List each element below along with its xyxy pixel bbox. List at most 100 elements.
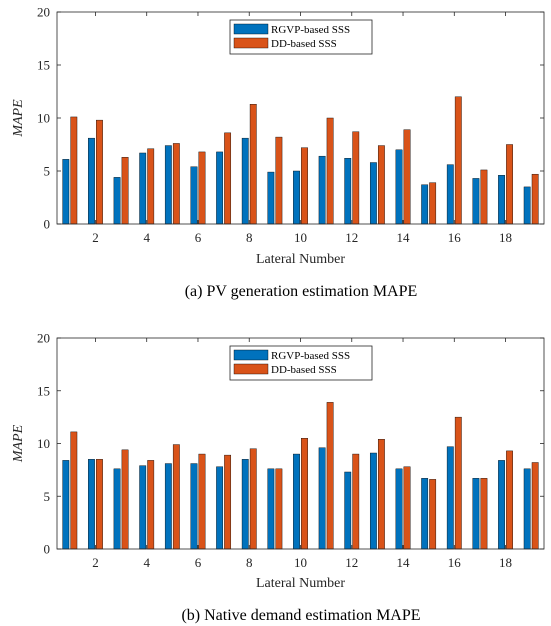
chart-pv-generation: 0 5 10 15 20 2 4 6 8 10 12 14 16 18 Lateral Number MAPE…	[11, 5, 545, 300]
bar-rgvp-17	[472, 178, 480, 225]
x-tick-label: 2	[92, 230, 99, 245]
bar-rgvp-13	[369, 452, 377, 550]
bar-dd-10	[301, 147, 308, 225]
bar-dd-9	[275, 136, 283, 225]
bar-rgvp-5	[164, 145, 172, 225]
bar-dd-3	[121, 449, 129, 550]
y-tick-label: 10	[37, 111, 50, 126]
bar-rgvp-19	[523, 186, 531, 225]
y-tick-label: 10	[37, 436, 50, 451]
bar-rgvp-3	[113, 177, 121, 225]
y-tick-label: 5	[44, 489, 51, 504]
bar-rgvp-11	[318, 447, 326, 550]
y-tick-label: 0	[44, 542, 51, 557]
bar-dd-12	[352, 453, 360, 550]
bar-rgvp-5	[164, 463, 172, 550]
bar-rgvp-16	[446, 446, 454, 550]
legend-label-rgvp: RGVP-based SSS	[271, 350, 350, 362]
x-tick-label: 6	[195, 230, 202, 245]
bar-dd-12	[352, 131, 360, 225]
bar-rgvp-2	[88, 137, 95, 225]
bar-dd-4	[147, 460, 155, 550]
bar-rgvp-10	[293, 170, 300, 225]
bar-dd-14	[403, 129, 411, 225]
bar-rgvp-7	[216, 151, 224, 225]
bar-dd-16	[454, 96, 462, 225]
bar-dd-13	[377, 145, 385, 225]
bar-dd-10	[301, 438, 308, 550]
bar-rgvp-4	[139, 465, 147, 550]
bar-rgvp-3	[113, 468, 121, 550]
legend-swatch-dd	[233, 363, 269, 375]
bar-rgvp-9	[267, 468, 275, 550]
bar-dd-7	[224, 454, 232, 550]
bar-rgvp-12	[344, 158, 352, 225]
y-tick-label: 20	[37, 331, 50, 346]
bar-dd-4	[147, 148, 155, 225]
bar-dd-15	[429, 182, 437, 225]
bar-dd-7	[224, 132, 232, 225]
bar-dd-17	[480, 478, 488, 550]
bar-dd-9	[275, 468, 283, 550]
bar-rgvp-12	[344, 471, 352, 550]
bar-rgvp-15	[421, 184, 429, 225]
bar-dd-1	[70, 431, 78, 550]
bar-rgvp-10	[293, 453, 300, 550]
bar-dd-11	[326, 402, 334, 550]
x-tick-label: 18	[499, 555, 512, 570]
bar-rgvp-18	[498, 175, 505, 225]
bar-rgvp-1	[62, 460, 70, 550]
bar-dd-15	[429, 479, 437, 550]
bar-dd-8	[249, 104, 257, 225]
x-tick-label: 4	[143, 230, 150, 245]
bar-dd-3	[121, 157, 129, 225]
x-tick-label: 8	[246, 230, 253, 245]
x-tick-label: 6	[195, 555, 202, 570]
y-tick-label: 0	[44, 217, 51, 232]
x-axis-label: Lateral Number	[256, 576, 345, 591]
bar-dd-2	[96, 459, 103, 550]
bar-rgvp-11	[318, 155, 326, 225]
bar-dd-6	[198, 151, 206, 225]
y-axis-label: MAPE	[11, 424, 26, 463]
legend: RGVP-based SSS DD-based SSS	[229, 19, 373, 55]
bar-dd-1	[70, 116, 78, 225]
legend-swatch-rgvp	[233, 349, 269, 361]
bar-rgvp-1	[62, 159, 70, 225]
bar-dd-18	[506, 450, 513, 550]
legend-label-rgvp: RGVP-based SSS	[271, 24, 350, 36]
x-tick-label: 4	[143, 555, 150, 570]
bar-rgvp-14	[395, 468, 403, 550]
bar-dd-14	[403, 466, 411, 550]
chart-native-demand: 0 5 10 15 20 2 4 6 8 10 12 14 16 18 Lateral Number MAPE…	[11, 331, 545, 624]
x-axis-label: Lateral Number	[256, 252, 345, 267]
y-tick-label: 15	[37, 58, 50, 73]
bar-rgvp-16	[446, 164, 454, 225]
y-tick-label: 5	[44, 164, 51, 179]
bar-rgvp-6	[190, 166, 198, 225]
bar-dd-2	[96, 119, 103, 225]
bar-rgvp-9	[267, 171, 275, 225]
legend-label-dd: DD-based SSS	[271, 364, 337, 376]
bar-rgvp-13	[369, 162, 377, 225]
bar-rgvp-6	[190, 463, 198, 550]
bar-dd-8	[249, 448, 257, 550]
x-tick-label: 16	[448, 555, 462, 570]
bar-dd-18	[506, 144, 513, 225]
bar-dd-19	[531, 173, 539, 225]
bar-rgvp-15	[421, 478, 429, 550]
figure-caption: (b) Native demand estimation MAPE	[181, 607, 420, 624]
legend-swatch-rgvp	[233, 23, 269, 35]
x-tick-label: 12	[345, 555, 358, 570]
bar-dd-16	[454, 416, 462, 550]
bar-rgvp-2	[88, 459, 95, 550]
legend-swatch-dd	[233, 37, 269, 49]
bar-dd-5	[172, 143, 180, 225]
x-tick-label: 10	[294, 230, 307, 245]
x-tick-label: 14	[397, 230, 411, 245]
bar-dd-6	[198, 453, 206, 550]
x-tick-label: 12	[345, 230, 358, 245]
bar-dd-5	[172, 444, 180, 550]
x-tick-label: 14	[397, 555, 411, 570]
